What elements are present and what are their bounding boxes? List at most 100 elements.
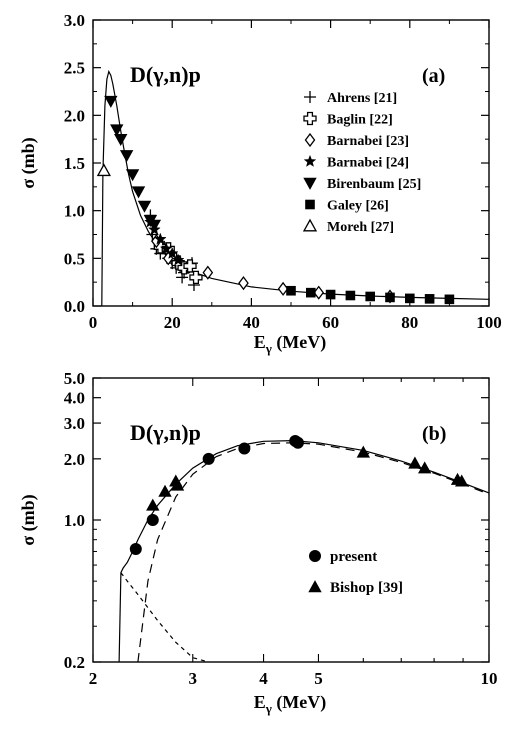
legend-marker-barnabei-23 xyxy=(304,132,316,148)
legend-marker-ahrens-21 xyxy=(304,91,316,103)
panel-a-label: (a) xyxy=(422,65,445,87)
panel-a-xlabel-sub: γ xyxy=(265,341,272,356)
legend-label-barnabei-24: Barnabei [24] xyxy=(327,156,409,171)
point-birenbaum-25 xyxy=(114,133,128,146)
point-barnabei-24 xyxy=(165,246,179,259)
panel-b-ytick-label-0.2: 0.2 xyxy=(64,653,85,672)
panel-b-ytick-label-5.0: 5.0 xyxy=(64,369,85,388)
point-galey-26 xyxy=(325,289,336,300)
panel-a-xtick-label-0: 0 xyxy=(89,313,98,332)
panel-a-xlabel-main: E xyxy=(254,332,266,352)
point-present xyxy=(291,436,304,449)
panel-b-xlabel-main: E xyxy=(254,692,266,712)
panel-a-ytick-label-0.5: 0.5 xyxy=(64,249,85,268)
point-barnabei-24 xyxy=(153,232,167,245)
panel-b-ticks: 2 3 4 5 10 0.2 1.0 2.0 3.0 4.05.0 xyxy=(64,369,498,688)
point-barnabei-23 xyxy=(277,281,289,296)
point-galey-26 xyxy=(306,287,316,298)
point-present xyxy=(146,514,159,526)
legend-marker-bishop-39 xyxy=(308,580,322,593)
panel-b-legend: present Bishop [39] xyxy=(308,549,403,596)
point-baglin-22 xyxy=(189,270,203,285)
panel-b-curve-dotted xyxy=(120,572,209,663)
point-galey-26 xyxy=(345,290,356,301)
panel-b-ytick-label-2.0: 2.0 xyxy=(64,450,85,469)
panel-a: 0 20 40 60 80 100 0.0 0.5 1.0 1.5 2.0 2.5 3.0 D(γ,n)… xyxy=(18,11,502,356)
panel-a-points xyxy=(96,95,455,305)
point-bishop-39 xyxy=(356,445,370,458)
legend-marker-present xyxy=(309,550,321,562)
panel-b-curves xyxy=(118,439,490,663)
point-barnabei-23 xyxy=(313,285,325,300)
panel-b-ylabel: σ (mb) xyxy=(18,494,39,545)
legend-label-ahrens-21: Ahrens [21] xyxy=(327,91,397,106)
panel-a-theory-curve xyxy=(101,69,490,307)
panel-a-ytick-label-1.0: 1.0 xyxy=(64,202,85,221)
panel-a-xtick-label-60: 60 xyxy=(322,313,339,332)
panel-b-xtick-label-10: 10 xyxy=(481,669,498,688)
panel-b-label: (b) xyxy=(422,423,446,445)
point-barnabei-23 xyxy=(202,265,214,280)
point-present xyxy=(238,442,251,455)
panel-b-xtick-label-3: 3 xyxy=(189,669,198,688)
legend-marker-moreh-27 xyxy=(302,218,318,232)
panel-b: 2 3 4 5 10 0.2 1.0 2.0 3.0 4.05.0 D(γ,n)p (b) pre… xyxy=(18,369,498,716)
point-birenbaum-25 xyxy=(147,219,162,232)
point-birenbaum-25 xyxy=(104,95,118,108)
panel-b-points xyxy=(129,434,469,555)
legend-marker-barnabei-24 xyxy=(303,154,317,167)
panel-b-ytick-label-3.0: 3.0 xyxy=(64,414,85,433)
panel-a-ytick-label-1.5: 1.5 xyxy=(64,154,85,173)
point-galey-26 xyxy=(444,294,455,305)
point-birenbaum-25 xyxy=(137,200,152,213)
point-birenbaum-25 xyxy=(119,150,134,163)
legend-label-birenbaum-25: Birenbaum [25] xyxy=(327,177,421,192)
panel-b-ytick-label-4.0: 4.0 xyxy=(64,389,85,408)
panel-a-ticks: 0 20 40 60 80 100 0.0 0.5 1.0 1.5 2.0 2.5 3.0 xyxy=(64,11,502,332)
panel-b-ytick-label-1.0: 1.0 xyxy=(64,511,85,530)
legend-label-present: present xyxy=(330,549,377,565)
panel-a-ytick-label-3.0: 3.0 xyxy=(64,11,85,30)
panel-a-curve xyxy=(101,69,490,307)
panel-b-title: D(γ,n)p xyxy=(130,420,201,445)
point-barnabei-24 xyxy=(159,242,173,255)
legend-label-barnabei-23: Barnabei [23] xyxy=(327,134,409,149)
point-galey-26 xyxy=(424,294,435,304)
panel-a-xlabel-unit: (MeV) xyxy=(272,332,326,353)
point-galey-26 xyxy=(286,285,296,296)
panel-b-curve-solid xyxy=(118,439,490,663)
point-baglin-22 xyxy=(183,259,197,273)
point-moreh-27 xyxy=(96,163,111,177)
point-bishop-39 xyxy=(170,478,185,491)
point-galey-26 xyxy=(385,292,395,303)
point-bishop-39 xyxy=(408,456,422,469)
legend-marker-galey-26 xyxy=(305,199,315,210)
legend-label-moreh-27: Moreh [27] xyxy=(327,220,394,235)
legend-marker-baglin-22 xyxy=(303,111,317,126)
legend-label-bishop-39: Bishop [39] xyxy=(330,580,403,596)
point-present xyxy=(129,542,142,555)
panel-b-xtick-label-4: 4 xyxy=(259,669,268,688)
point-galey-26 xyxy=(365,291,375,302)
point-barnabei-23 xyxy=(238,276,249,291)
panel-a-xtick-label-20: 20 xyxy=(164,313,181,332)
panel-a-legend: Ahrens [21] Baglin [22] Barnabei [23] Barna… xyxy=(302,91,421,235)
point-galey-26 xyxy=(405,293,415,304)
panel-b-xlabel-unit: (MeV) xyxy=(272,692,326,713)
panel-a-title: D(γ,n)p xyxy=(130,62,201,87)
panel-a-xtick-label-40: 40 xyxy=(243,313,260,332)
panel-a-xtick-label-80: 80 xyxy=(401,313,418,332)
point-barnabei-24 xyxy=(171,253,185,266)
panel-a-ylabel: σ (mb) xyxy=(18,137,39,188)
point-birenbaum-25 xyxy=(125,169,140,182)
panel-a-xlabel: Eγ (MeV) xyxy=(254,332,327,356)
point-bishop-39 xyxy=(418,461,432,474)
point-birenbaum-25 xyxy=(131,186,146,199)
point-present xyxy=(202,452,215,465)
panel-a-ytick-label-2.0: 2.0 xyxy=(64,106,85,125)
legend-label-galey-26: Galey [26] xyxy=(327,199,389,214)
panel-b-xlabel: Eγ (MeV) xyxy=(254,692,327,716)
point-bishop-39 xyxy=(455,474,469,487)
panel-a-xtick-label-100: 100 xyxy=(476,313,502,332)
